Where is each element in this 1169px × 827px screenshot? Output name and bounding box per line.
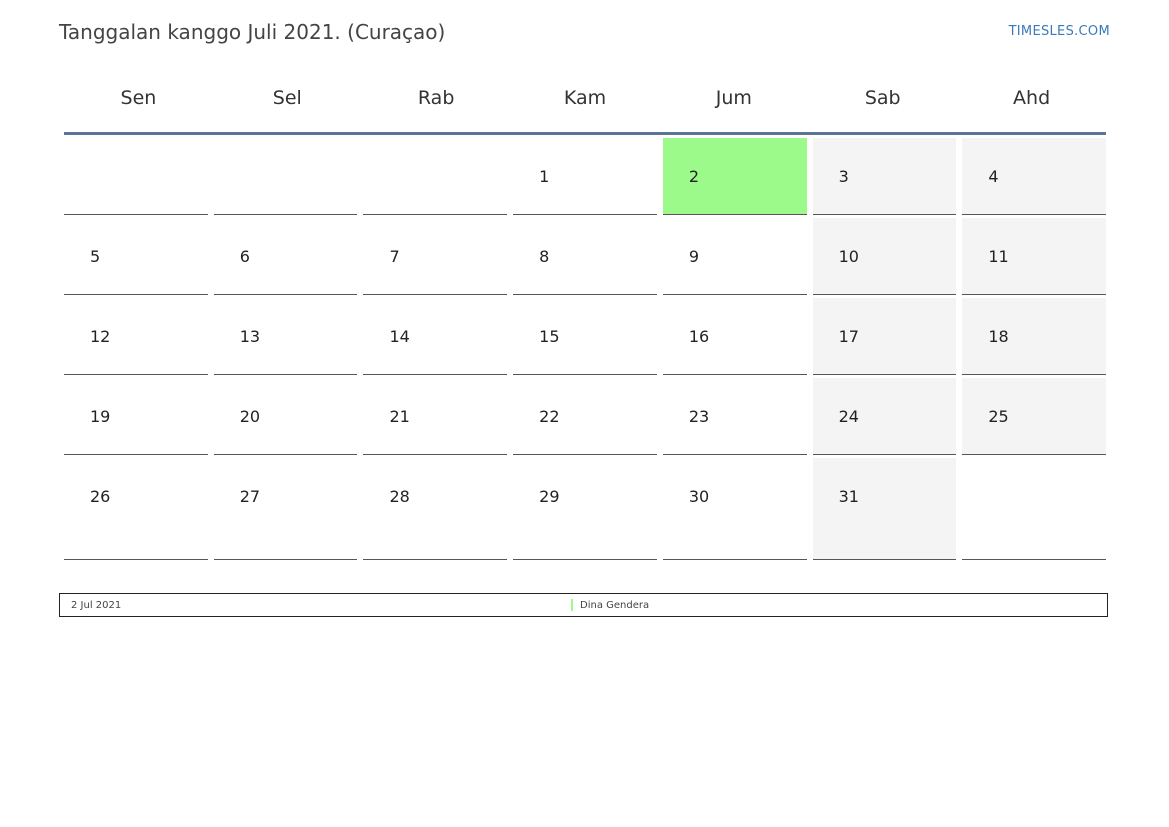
day-cell: 30 bbox=[662, 458, 807, 560]
day-cell: 6 bbox=[213, 218, 358, 295]
day-number: 12 bbox=[90, 327, 111, 346]
weekday-label: Sen bbox=[120, 87, 157, 109]
day-cell-weekend: 3 bbox=[812, 138, 957, 215]
day-cell: 22 bbox=[513, 378, 657, 455]
day-cell-weekend: 31 bbox=[812, 458, 957, 560]
day-number: 15 bbox=[539, 327, 560, 346]
day-number: 9 bbox=[688, 247, 700, 266]
legend-date: 2 Jul 2021 bbox=[71, 600, 122, 611]
day-cell-weekend: 18 bbox=[962, 298, 1107, 375]
day-number: 25 bbox=[988, 407, 1009, 426]
holiday-color-marker bbox=[571, 599, 573, 611]
day-number: 19 bbox=[90, 407, 111, 426]
day-number: 18 bbox=[988, 327, 1009, 346]
day-number: 2 bbox=[688, 167, 700, 186]
day-number: 22 bbox=[539, 407, 560, 426]
day-number: 26 bbox=[90, 487, 111, 506]
day-cell: 16 bbox=[662, 298, 807, 375]
day-number: 27 bbox=[239, 487, 261, 506]
day-number: 3 bbox=[838, 167, 849, 186]
day-cell: 19 bbox=[64, 378, 208, 455]
legend-holiday-name: Dina Gendera bbox=[580, 600, 650, 611]
calendar-week: 5 6 7 8 9 10 11 bbox=[64, 218, 1107, 295]
day-cell: 1 bbox=[513, 138, 657, 215]
day-number: 16 bbox=[688, 327, 710, 346]
day-cell-weekend: 24 bbox=[812, 378, 957, 455]
calendar-week: 26 27 28 29 30 31 bbox=[64, 458, 1107, 560]
day-cell: 21 bbox=[363, 378, 508, 455]
day-cell-weekend: 11 bbox=[962, 218, 1107, 295]
calendar-week: 12 13 14 15 16 17 18 bbox=[64, 298, 1107, 375]
day-number: 7 bbox=[389, 247, 400, 266]
day-number: 31 bbox=[838, 487, 859, 506]
day-number: 11 bbox=[988, 247, 1009, 266]
day-number: 20 bbox=[239, 407, 261, 426]
holiday-legend: 2 Jul 2021 Dina Gendera bbox=[59, 593, 1108, 617]
day-cell: 23 bbox=[662, 378, 807, 455]
day-cell: 28 bbox=[363, 458, 508, 560]
day-number: 10 bbox=[838, 247, 859, 266]
weekday-label: Jum bbox=[715, 87, 752, 109]
day-number: 6 bbox=[239, 247, 250, 266]
day-cell: 29 bbox=[513, 458, 657, 560]
day-number: 17 bbox=[838, 327, 859, 346]
day-number: 4 bbox=[988, 167, 999, 186]
day-cell-empty bbox=[962, 458, 1107, 560]
day-number: 1 bbox=[539, 167, 550, 186]
day-number: 21 bbox=[389, 407, 410, 426]
day-cell: 5 bbox=[64, 218, 208, 295]
day-number: 5 bbox=[90, 247, 101, 266]
weekday-label: Sel bbox=[272, 87, 302, 109]
day-number: 24 bbox=[838, 407, 859, 426]
day-cell: 9 bbox=[662, 218, 807, 295]
day-cell-empty bbox=[64, 138, 208, 215]
page-title: Tanggalan kanggo Juli 2021. (Curaçao) bbox=[59, 20, 446, 44]
day-cell: 12 bbox=[64, 298, 208, 375]
day-number: 29 bbox=[539, 487, 560, 506]
day-number: 8 bbox=[539, 247, 550, 266]
day-cell-weekend: 4 bbox=[962, 138, 1107, 215]
day-number: 28 bbox=[389, 487, 410, 506]
weekday-label: Ahd bbox=[1013, 87, 1051, 109]
day-cell: 7 bbox=[363, 218, 508, 295]
day-number: 23 bbox=[688, 407, 710, 426]
weekday-header: Sen Sel Rab Kam Jum Sab Ahd bbox=[64, 62, 1106, 135]
day-cell-weekend: 17 bbox=[812, 298, 957, 375]
weekday-label: Rab bbox=[417, 87, 455, 109]
weekday-label: Kam bbox=[563, 87, 607, 109]
day-cell: 13 bbox=[213, 298, 358, 375]
calendar-week: 19 20 21 22 23 24 25 bbox=[64, 378, 1107, 455]
day-number: 13 bbox=[239, 327, 261, 346]
day-cell: 20 bbox=[213, 378, 358, 455]
day-cell: 14 bbox=[363, 298, 508, 375]
day-cell-holiday: 2 bbox=[662, 138, 807, 215]
day-cell: 26 bbox=[64, 458, 208, 560]
calendar-grid: 1 2 3 4 5 6 7 8 9 10 11 12 13 14 15 16 1… bbox=[64, 138, 1107, 563]
calendar-week: 1 2 3 4 bbox=[64, 138, 1107, 215]
day-cell: 15 bbox=[513, 298, 657, 375]
day-number: 30 bbox=[688, 487, 710, 506]
day-cell: 27 bbox=[213, 458, 358, 560]
weekday-label: Sab bbox=[864, 87, 901, 109]
day-cell: 8 bbox=[513, 218, 657, 295]
day-number: 14 bbox=[389, 327, 410, 346]
site-link[interactable]: TIMESLES.COM bbox=[1008, 24, 1110, 39]
day-cell-empty bbox=[363, 138, 508, 215]
day-cell-empty bbox=[213, 138, 358, 215]
day-cell-weekend: 10 bbox=[812, 218, 957, 295]
day-cell-weekend: 25 bbox=[962, 378, 1107, 455]
